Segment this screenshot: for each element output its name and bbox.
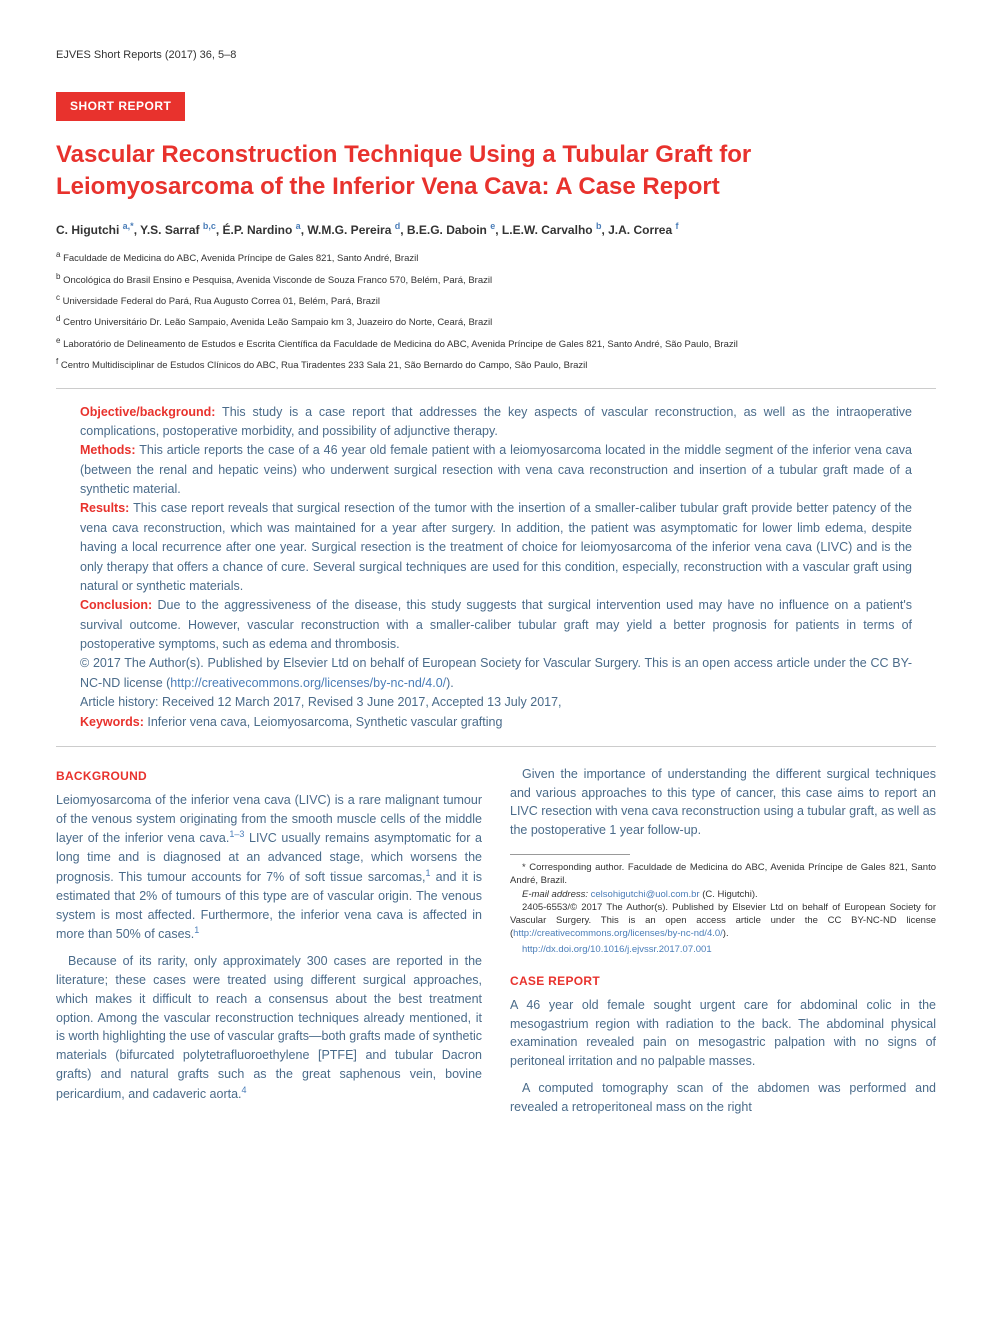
email-tail: (C. Higutchi). bbox=[700, 889, 758, 900]
background-para-1: Leiomyosarcoma of the inferior vena cava… bbox=[56, 791, 482, 944]
abstract-block: Objective/background: This study is a ca… bbox=[56, 403, 936, 732]
footnote-rule bbox=[510, 854, 630, 855]
bg-p2: Because of its rarity, only approximatel… bbox=[56, 954, 482, 1100]
keywords-label: Keywords: bbox=[80, 715, 144, 729]
journal-header: EJVES Short Reports (2017) 36, 5–8 bbox=[56, 48, 936, 64]
background-para-3: Given the importance of understanding th… bbox=[510, 765, 936, 840]
corresponding-author: * Corresponding author. Faculdade de Med… bbox=[510, 861, 936, 888]
copyright-close: ). bbox=[446, 676, 454, 690]
results-text: This case report reveals that surgical r… bbox=[80, 501, 912, 593]
affiliation-line: a Faculdade de Medicina do ABC, Avenida … bbox=[56, 249, 936, 266]
footnote-license-link[interactable]: http://creativecommons.org/licenses/by-n… bbox=[513, 928, 723, 939]
license-link[interactable]: http://creativecommons.org/licenses/by-n… bbox=[170, 676, 446, 690]
background-heading: BACKGROUND bbox=[56, 767, 482, 785]
email-link[interactable]: celsohigutchi@uol.com.br bbox=[591, 889, 700, 900]
methods-text: This article reports the case of a 46 ye… bbox=[80, 443, 912, 496]
ref-4[interactable]: 4 bbox=[242, 1085, 247, 1095]
rule-bottom bbox=[56, 746, 936, 747]
results-label: Results: bbox=[80, 501, 129, 515]
ref-1-3[interactable]: 1–3 bbox=[229, 829, 244, 839]
email-label: E-mail address: bbox=[522, 889, 591, 900]
keywords-text: Inferior vena cava, Leiomyosarcoma, Synt… bbox=[144, 715, 503, 729]
case-para-2: A computed tomography scan of the abdome… bbox=[510, 1079, 936, 1117]
affiliation-line: f Centro Multidisciplinar de Estudos Clí… bbox=[56, 356, 936, 373]
methods-label: Methods: bbox=[80, 443, 136, 457]
conclusion-label: Conclusion: bbox=[80, 598, 152, 612]
body-columns: BACKGROUND Leiomyosarcoma of the inferio… bbox=[56, 765, 936, 1118]
case-report-heading: CASE REPORT bbox=[510, 972, 936, 990]
footnotes-block: * Corresponding author. Faculdade de Med… bbox=[510, 861, 936, 956]
issn-close: ). bbox=[723, 928, 729, 939]
case-para-1: A 46 year old female sought urgent care … bbox=[510, 996, 936, 1071]
affiliation-line: d Centro Universitário Dr. Leão Sampaio,… bbox=[56, 313, 936, 330]
background-para-2: Because of its rarity, only approximatel… bbox=[56, 952, 482, 1103]
article-history: Article history: Received 12 March 2017,… bbox=[80, 695, 562, 709]
objective-label: Objective/background: bbox=[80, 405, 215, 419]
affiliation-line: c Universidade Federal do Pará, Rua Augu… bbox=[56, 292, 936, 309]
article-title: Vascular Reconstruction Technique Using … bbox=[56, 139, 936, 201]
authors-line: C. Higutchi a,*, Y.S. Sarraf b,c, É.P. N… bbox=[56, 220, 936, 239]
doi-link[interactable]: http://dx.doi.org/10.1016/j.ejvssr.2017.… bbox=[522, 943, 936, 956]
affiliation-line: b Oncológica do Brasil Ensino e Pesquisa… bbox=[56, 271, 936, 288]
article-type-badge: SHORT REPORT bbox=[56, 92, 185, 121]
rule-top bbox=[56, 388, 936, 389]
affiliation-line: e Laboratório de Delineamento de Estudos… bbox=[56, 335, 936, 352]
affiliations-block: a Faculdade de Medicina do ABC, Avenida … bbox=[56, 249, 936, 373]
ref-1b[interactable]: 1 bbox=[194, 925, 199, 935]
conclusion-text: Due to the aggressiveness of the disease… bbox=[80, 598, 912, 651]
